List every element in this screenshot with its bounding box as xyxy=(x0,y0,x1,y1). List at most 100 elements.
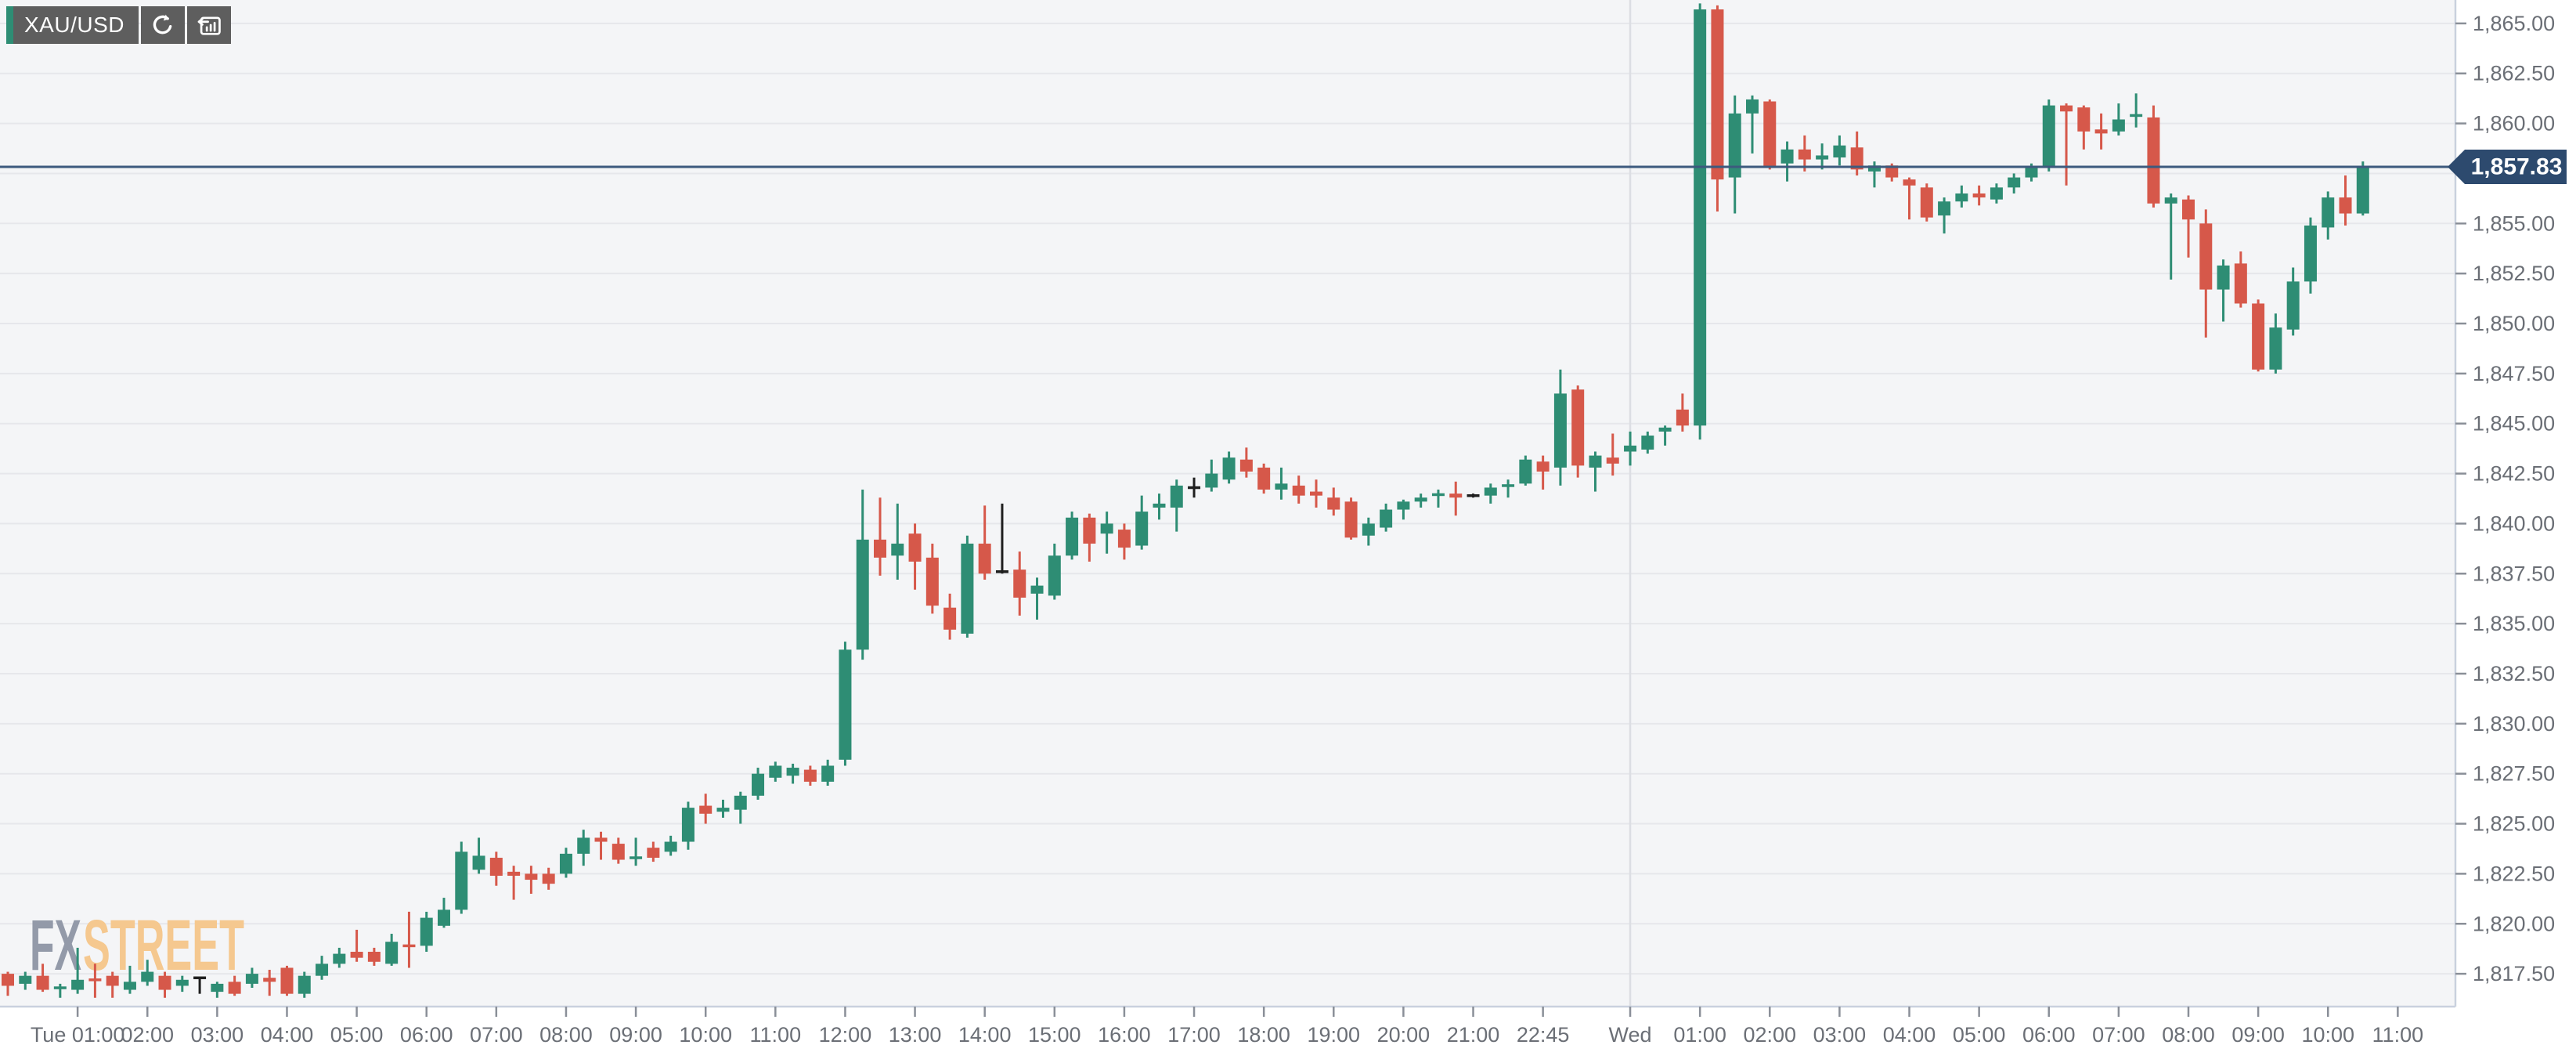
candle xyxy=(36,964,49,992)
candle xyxy=(1955,185,1968,208)
candle xyxy=(1030,577,1044,620)
candle-body xyxy=(542,873,555,884)
candle-body xyxy=(1344,501,1358,538)
price-tick-label: 1,835.00 xyxy=(2473,612,2555,635)
candle-body xyxy=(507,871,521,876)
reset-chart-button[interactable] xyxy=(186,6,231,44)
candle-body xyxy=(2199,223,2213,290)
time-tick-label: 18:00 xyxy=(1237,1023,1290,1047)
candle-body xyxy=(53,986,67,989)
candle-body xyxy=(1955,193,1968,202)
candle-body xyxy=(1362,523,1375,536)
candle-body xyxy=(1013,569,1026,598)
candle xyxy=(333,947,346,968)
candle xyxy=(577,830,590,866)
candle-body xyxy=(1553,393,1567,468)
candle xyxy=(2147,105,2160,208)
candle-body xyxy=(402,944,416,948)
candle-body xyxy=(385,942,399,964)
candle-body xyxy=(1885,165,1899,178)
candle xyxy=(1658,425,1672,446)
price-tick-label: 1,825.00 xyxy=(2473,812,2555,836)
time-tick-label: 09:00 xyxy=(609,1023,662,1047)
candle xyxy=(1920,183,1933,222)
time-tick-label: 10:00 xyxy=(679,1023,732,1047)
candle-body xyxy=(1030,585,1044,594)
candle-body xyxy=(1990,187,2003,200)
plot-background xyxy=(0,0,2455,1007)
time-tick-label: 10:00 xyxy=(2301,1023,2354,1047)
candle-body xyxy=(943,607,957,630)
candle xyxy=(245,967,258,988)
candle-body xyxy=(1117,530,1131,548)
candle-body xyxy=(1833,145,1846,158)
candle-body xyxy=(2322,197,2335,228)
candle xyxy=(175,975,189,992)
candle xyxy=(1833,135,1846,166)
candle-body xyxy=(1694,9,1707,426)
candle-body xyxy=(734,795,747,810)
candle xyxy=(1938,197,1951,234)
candle-body xyxy=(821,765,835,782)
candle-body xyxy=(1066,517,1079,556)
time-tick-label: 05:00 xyxy=(330,1023,384,1047)
candle xyxy=(385,934,399,966)
candle xyxy=(228,975,241,996)
candle xyxy=(1431,490,1445,508)
candle-body xyxy=(1484,487,1497,496)
candle xyxy=(1380,503,1393,532)
candle xyxy=(699,794,713,824)
candle-body xyxy=(71,979,85,990)
time-tick-label: 08:00 xyxy=(539,1023,593,1047)
candle-body xyxy=(2252,303,2265,370)
candle-body xyxy=(1239,459,1253,472)
refresh-button[interactable] xyxy=(140,6,185,44)
chart-toolbar: XAU/USD xyxy=(6,6,231,44)
candle xyxy=(559,848,572,878)
candle-body xyxy=(193,976,207,980)
time-tick-label: 15:00 xyxy=(1028,1023,1081,1047)
candle-body xyxy=(472,855,485,870)
candle xyxy=(1013,551,1026,616)
symbol-button[interactable]: XAU/USD xyxy=(6,6,139,44)
candle xyxy=(367,947,381,966)
candle xyxy=(1205,459,1218,492)
candle xyxy=(2217,259,2230,322)
candle xyxy=(1117,523,1131,560)
candle xyxy=(1763,99,1777,170)
candle-body xyxy=(2356,167,2369,214)
candle-body xyxy=(1048,555,1061,596)
price-tick-label: 1,845.00 xyxy=(2473,412,2555,436)
price-tick-label: 1,842.50 xyxy=(2473,462,2555,486)
candle-body xyxy=(420,917,433,946)
candle-body xyxy=(839,649,852,760)
candle xyxy=(925,543,939,614)
price-tick-label: 1,850.00 xyxy=(2473,312,2555,335)
candle-body xyxy=(263,978,276,982)
candle xyxy=(891,503,904,580)
candle xyxy=(1135,495,1149,550)
candle xyxy=(2060,103,2073,186)
candle-body xyxy=(1763,101,1777,168)
candle-body xyxy=(1205,473,1218,488)
candle-body xyxy=(316,964,329,976)
candle xyxy=(1502,479,1515,498)
watermark-fx: FX xyxy=(30,906,81,985)
candle-body xyxy=(559,853,572,874)
candle xyxy=(542,867,555,890)
candle xyxy=(123,965,136,994)
candle xyxy=(1239,447,1253,478)
candle-body xyxy=(489,857,503,876)
candle-body xyxy=(1728,113,1741,178)
candle-body xyxy=(1920,187,1933,218)
candle xyxy=(2042,99,2055,172)
candle-body xyxy=(1606,457,1619,464)
time-tick-label: 19:00 xyxy=(1307,1023,1360,1047)
candle xyxy=(995,503,1008,574)
price-tick-label: 1,827.50 xyxy=(2473,762,2555,786)
candle-body xyxy=(298,975,311,994)
candle xyxy=(1484,483,1497,504)
